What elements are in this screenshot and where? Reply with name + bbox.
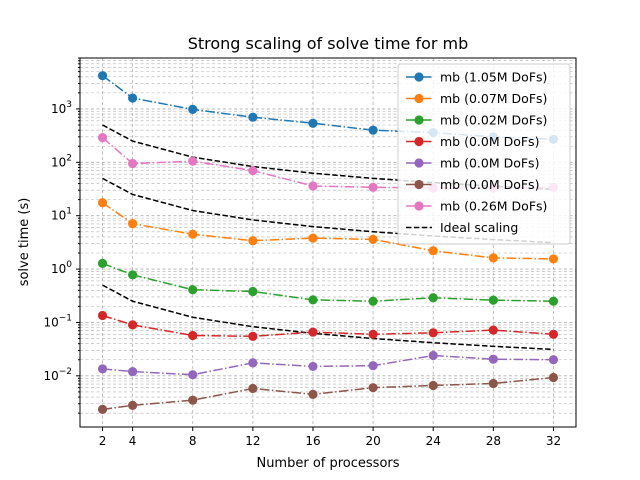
legend-swatch-marker xyxy=(414,179,424,190)
x-tick-label: 24 xyxy=(426,434,441,448)
data-point xyxy=(488,253,498,263)
plot-frame xyxy=(79,57,577,428)
data-point xyxy=(428,246,438,256)
legend-swatch-marker xyxy=(414,158,424,168)
data-point xyxy=(188,370,198,380)
data-point xyxy=(308,327,318,337)
data-point xyxy=(488,354,498,364)
legend-entry-label: mb (0.0M DoFs) xyxy=(440,177,539,192)
data-point xyxy=(548,355,559,365)
data-point xyxy=(128,270,138,280)
legend-swatch-marker xyxy=(414,201,424,211)
data-point xyxy=(428,293,438,303)
data-point xyxy=(248,236,258,246)
data-point xyxy=(488,295,498,305)
data-point xyxy=(548,254,559,264)
ideal-scaling-line xyxy=(102,177,554,244)
data-point xyxy=(308,233,318,243)
data-point xyxy=(548,372,559,383)
series-line xyxy=(97,198,559,264)
data-point xyxy=(428,350,438,361)
data-point xyxy=(128,219,138,229)
data-point xyxy=(128,367,138,377)
data-point xyxy=(188,285,198,295)
data-point xyxy=(248,383,258,394)
legend-swatch-marker xyxy=(414,93,424,104)
data-point xyxy=(248,331,258,341)
series-line xyxy=(97,310,559,341)
x-tick-label: 8 xyxy=(189,434,197,448)
data-point xyxy=(308,295,318,305)
series-line xyxy=(97,258,559,306)
legend-entry-label: mb (0.07M DoFs) xyxy=(440,91,547,106)
data-point xyxy=(97,310,108,321)
data-point xyxy=(188,156,198,166)
data-point xyxy=(548,296,559,306)
data-point xyxy=(188,229,198,239)
series-path xyxy=(102,202,554,260)
data-point xyxy=(248,286,258,297)
data-point xyxy=(97,364,108,374)
x-tick-label: 2 xyxy=(99,434,107,448)
data-point xyxy=(548,329,559,339)
data-point xyxy=(248,358,258,368)
data-point xyxy=(488,325,498,335)
legend-entry-label: mb (0.0M DoFs) xyxy=(440,134,539,149)
data-point xyxy=(248,165,258,176)
data-point xyxy=(428,380,438,391)
legend-entry-label: mb (0.02M DoFs) xyxy=(440,113,547,128)
data-point xyxy=(368,383,378,393)
data-point xyxy=(308,118,318,128)
series-line xyxy=(97,350,559,380)
data-point xyxy=(248,112,258,122)
data-point xyxy=(128,400,138,410)
y-axis-label: solve time (s) xyxy=(17,198,32,287)
legend-entry-label: mb (1.05M DoFs) xyxy=(440,70,547,85)
legend-swatch-marker xyxy=(414,72,424,82)
data-point xyxy=(97,258,108,268)
data-point xyxy=(128,320,138,330)
x-tick-label: 4 xyxy=(129,434,137,448)
data-point xyxy=(368,125,378,135)
data-point xyxy=(128,158,138,169)
x-tick-label: 16 xyxy=(305,434,320,448)
x-tick-label: 20 xyxy=(365,434,380,448)
legend-swatch-marker xyxy=(414,115,424,125)
data-point xyxy=(368,329,378,339)
chart-title: Strong scaling of solve time for mb xyxy=(188,34,469,53)
data-point xyxy=(368,296,378,306)
legend-entry-label: mb (0.0M DoFs) xyxy=(440,156,539,171)
data-point xyxy=(368,182,378,192)
x-tick-label: 32 xyxy=(546,434,561,448)
data-point xyxy=(188,104,198,115)
data-point xyxy=(308,181,318,191)
data-point xyxy=(97,198,108,208)
data-point xyxy=(97,71,108,81)
data-point xyxy=(368,234,378,244)
data-point xyxy=(188,395,198,405)
legend-swatch-marker xyxy=(414,136,424,147)
x-tick-label: 28 xyxy=(486,434,501,448)
data-point xyxy=(97,404,108,415)
legend-entry-label: mb (0.26M DoFs) xyxy=(440,199,547,214)
series-line xyxy=(97,372,559,415)
x-tick-label: 12 xyxy=(245,434,260,448)
data-point xyxy=(188,330,198,341)
data-point xyxy=(368,361,378,371)
data-point xyxy=(488,378,498,389)
ideal-scaling-line xyxy=(102,124,554,191)
x-axis-label: Number of processors xyxy=(256,456,399,471)
data-point xyxy=(128,93,138,103)
data-point xyxy=(428,328,438,338)
legend-entry-label: Ideal scaling xyxy=(440,220,518,235)
data-point xyxy=(308,389,318,399)
data-point xyxy=(97,133,108,143)
legend: mb (1.05M DoFs) mb (0.07M DoFs) mb (0.02M … xyxy=(397,63,571,245)
legend-box xyxy=(397,63,571,245)
data-point xyxy=(308,361,318,372)
